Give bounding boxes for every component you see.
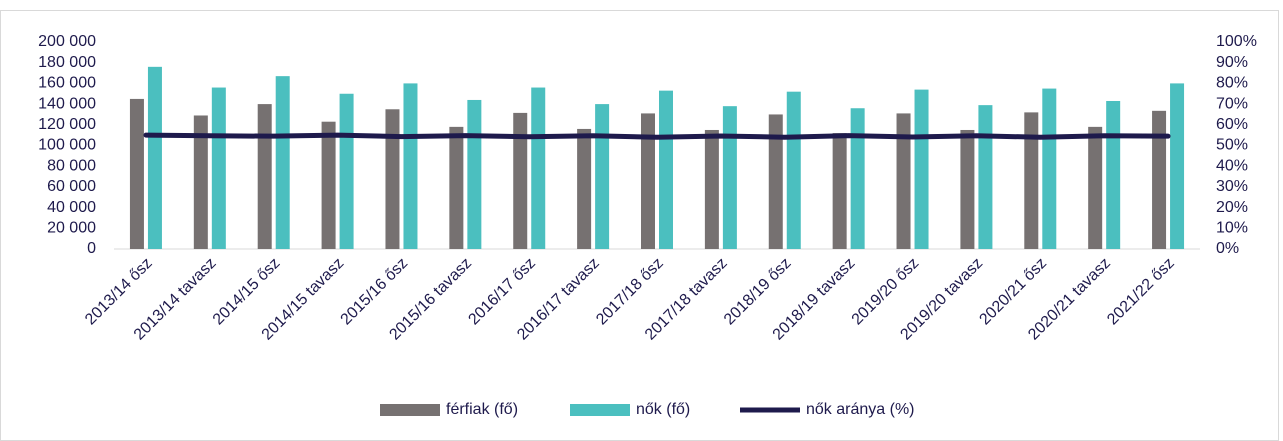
legend-swatch <box>570 404 630 416</box>
bar <box>1042 88 1057 249</box>
y2-tick-label: 50% <box>1216 137 1248 154</box>
y2-tick-label: 20% <box>1216 199 1248 216</box>
bar <box>531 87 546 249</box>
bar <box>193 115 208 249</box>
y2-tick-label: 30% <box>1216 178 1248 195</box>
bar <box>129 98 144 249</box>
y2-tick-label: 10% <box>1216 220 1248 237</box>
legend-swatch <box>380 404 440 416</box>
legend-label: férfiak (fő) <box>446 401 518 418</box>
y-tick-label: 180 000 <box>38 54 96 71</box>
bar <box>275 76 290 249</box>
bar <box>1106 100 1121 250</box>
bar <box>722 106 737 249</box>
bar <box>850 108 865 250</box>
y-tick-label: 120 000 <box>38 116 96 133</box>
y-tick-label: 0 <box>87 240 96 257</box>
bar <box>704 129 719 249</box>
bar <box>960 129 975 249</box>
y-tick-label: 20 000 <box>47 220 96 237</box>
y2-tick-label: 60% <box>1216 116 1248 133</box>
bar <box>577 128 592 249</box>
y-tick-label: 200 000 <box>38 33 96 50</box>
bar <box>595 104 610 249</box>
bar <box>321 121 336 249</box>
bar <box>1152 110 1167 249</box>
bar <box>403 83 418 250</box>
bar <box>896 113 911 249</box>
bar <box>339 93 354 249</box>
y2-tick-label: 0% <box>1216 240 1239 257</box>
bar <box>147 66 162 249</box>
bar <box>513 112 528 250</box>
y-tick-label: 100 000 <box>38 137 96 154</box>
chart-frame <box>0 10 1279 441</box>
bar <box>1088 126 1103 249</box>
bar <box>641 113 655 249</box>
y-tick-label: 40 000 <box>47 199 96 216</box>
bar <box>467 99 482 250</box>
bar <box>978 105 993 249</box>
legend-label: nők (fő) <box>636 401 690 418</box>
bar <box>1024 112 1039 249</box>
bar <box>1170 83 1185 250</box>
line <box>143 132 1171 140</box>
y2-tick-label: 40% <box>1216 157 1248 174</box>
y2-tick-label: 70% <box>1216 95 1248 112</box>
y-tick-label: 160 000 <box>38 75 96 92</box>
y-tick-label: 80 000 <box>47 157 96 174</box>
legend-label: nők aránya (%) <box>806 401 915 418</box>
bar <box>768 114 783 249</box>
bar <box>659 90 673 250</box>
y2-tick-label: 100% <box>1216 33 1257 50</box>
x-tick-label: 2021/22 ősz <box>1104 255 1178 329</box>
bar <box>211 87 226 249</box>
bar <box>914 89 929 249</box>
bar <box>832 133 847 249</box>
y-tick-label: 140 000 <box>38 95 96 112</box>
bar <box>385 109 400 250</box>
bar <box>257 104 272 249</box>
y2-tick-label: 80% <box>1216 75 1248 92</box>
bar <box>449 126 464 249</box>
y2-tick-label: 90% <box>1216 54 1248 71</box>
y-tick-label: 60 000 <box>47 178 96 195</box>
bar <box>786 91 801 250</box>
